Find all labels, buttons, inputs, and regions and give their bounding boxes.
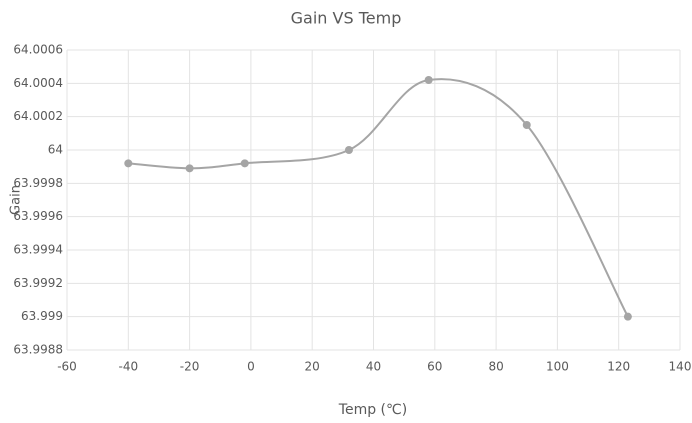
point	[522, 121, 531, 129]
y-tick-label: 64.0002	[13, 109, 63, 123]
chart-title: Gain VS Temp	[291, 9, 402, 28]
x-tick-label: -20	[180, 360, 200, 374]
y-tick-label: 63.9996	[13, 209, 63, 223]
x-tick-label: 20	[305, 360, 320, 374]
point	[124, 159, 133, 168]
y-tick-label: 63.9998	[13, 176, 63, 190]
x-tick-label: -40	[118, 360, 138, 374]
y-tick-label: 63.999	[21, 309, 63, 323]
point	[424, 76, 433, 84]
x-tick-label: 100	[546, 360, 569, 374]
y-tick-label: 63.9992	[13, 276, 63, 290]
x-tick-label: 140	[669, 360, 692, 374]
y-tick-label: 63.9988	[13, 343, 63, 357]
y-tick-label: 63.9994	[13, 243, 63, 257]
point	[344, 146, 353, 154]
y-tick-label: 64.0004	[13, 76, 63, 90]
line	[128, 78, 629, 318]
x-tick-label: 40	[366, 360, 381, 374]
y-tick-label: 64	[48, 143, 63, 157]
x-axis-label: Temp (℃)	[338, 402, 407, 418]
x-tick-label: 120	[607, 360, 630, 374]
x-tick-label: 80	[488, 360, 503, 374]
point	[623, 312, 632, 321]
y-tick-label: 64.0006	[13, 43, 63, 57]
point	[240, 159, 249, 168]
x-tick-label: 0	[247, 360, 255, 374]
y-axis-label: Gain	[9, 185, 24, 215]
point	[185, 164, 194, 173]
x-tick-label: 60	[427, 360, 442, 374]
x-tick-label: -60	[57, 360, 77, 374]
